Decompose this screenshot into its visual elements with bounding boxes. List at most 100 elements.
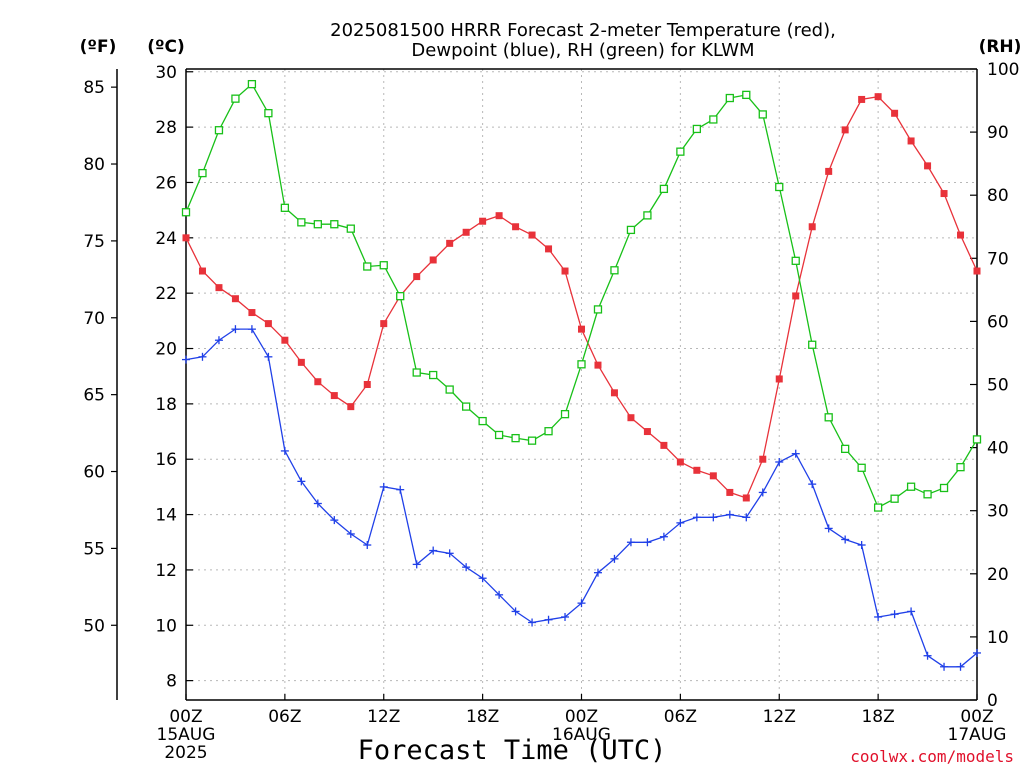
- rh-point: [264, 109, 273, 118]
- dewpoint-point: [692, 513, 701, 522]
- temperature-point: [363, 381, 371, 388]
- rh-tick-label: 10: [987, 628, 1009, 648]
- series-rh: [181, 79, 982, 512]
- rh-point: [560, 410, 570, 419]
- temperature-point: [512, 223, 520, 231]
- rh-point: [873, 503, 883, 512]
- celsius-tick-label: 8: [166, 672, 177, 692]
- dewpoint-point: [330, 516, 339, 525]
- temperature-point: [330, 392, 338, 400]
- dewpoint-point: [528, 618, 537, 627]
- celsius-unit-label: (ºC): [147, 37, 185, 57]
- dewpoint-point: [725, 510, 734, 519]
- celsius-tick-label: 28: [155, 118, 177, 138]
- dewpoint-point: [742, 513, 751, 522]
- rh-point: [313, 220, 322, 229]
- rh-point: [906, 482, 916, 491]
- series-dewpoint: [182, 325, 981, 671]
- dewpoint-point: [561, 612, 570, 621]
- rh-tick-label: 70: [987, 249, 1009, 269]
- fahrenheit-unit-label: (ºF): [80, 37, 117, 57]
- celsius-tick-label: 10: [155, 616, 177, 636]
- temperature-point: [578, 325, 585, 333]
- rh-point: [659, 184, 669, 194]
- rh-point: [544, 427, 553, 436]
- dewpoint-point: [478, 574, 487, 583]
- dewpoint-point: [264, 352, 273, 361]
- rh-tick-label: 60: [987, 312, 1009, 332]
- x-tick-label: 00Z: [960, 707, 993, 727]
- x-tick-label: 17AUG: [948, 725, 1007, 745]
- rh-tick-label: 50: [987, 376, 1009, 396]
- x-tick-label: 15AUG: [157, 725, 216, 745]
- celsius-tick-label: 18: [155, 395, 177, 415]
- temperature-point: [643, 428, 651, 436]
- x-tick-label: 16AUG: [552, 725, 611, 745]
- rh-point: [511, 433, 520, 443]
- x-tick-label: 00Z: [169, 707, 202, 727]
- temperature-point: [957, 231, 965, 239]
- dewpoint-point: [659, 532, 668, 541]
- temperature-point: [858, 95, 866, 103]
- dewpoint-point: [610, 554, 619, 563]
- dewpoint-point: [956, 662, 965, 671]
- temperature-point: [446, 239, 454, 247]
- credit-label: coolwx.com/models: [850, 747, 1014, 766]
- temperature-point: [808, 223, 816, 231]
- temperature-point: [380, 320, 388, 328]
- x-tick-label: 12Z: [763, 707, 796, 727]
- rh-point: [775, 182, 784, 192]
- temperature-point: [231, 295, 239, 303]
- dewpoint-point: [363, 541, 372, 550]
- temperature-point: [182, 234, 190, 242]
- dewpoint-point: [874, 612, 883, 621]
- temperature-point: [413, 273, 421, 281]
- rh-point: [280, 203, 290, 212]
- rh-point: [379, 261, 388, 270]
- rh-tick-label: 0: [987, 691, 998, 711]
- rh-point: [231, 94, 240, 103]
- dewpoint-point: [214, 336, 223, 345]
- temperature-point: [479, 217, 487, 225]
- rh-unit-label: (RH): [979, 37, 1022, 57]
- rh-point: [478, 416, 487, 426]
- temperature-point: [709, 472, 717, 480]
- rh-point: [346, 224, 355, 233]
- temperature-point: [248, 309, 256, 317]
- dewpoint-point: [231, 325, 240, 334]
- dewpoint-point: [676, 518, 685, 527]
- dewpoint-point: [198, 352, 207, 361]
- rh-point: [198, 168, 207, 178]
- rh-point: [247, 79, 257, 89]
- dewpoint-point: [396, 485, 405, 494]
- dewpoint-point: [429, 546, 438, 555]
- fahrenheit-tick-label: 55: [83, 539, 105, 559]
- rh-point: [725, 93, 734, 103]
- temperature-point: [742, 494, 750, 502]
- temperature-point: [924, 162, 932, 170]
- temperature-point: [281, 336, 289, 344]
- dewpoint-point: [412, 560, 421, 569]
- temperature-point: [891, 109, 899, 117]
- celsius-tick-label: 30: [155, 63, 177, 83]
- temperature-point: [545, 245, 553, 253]
- x-tick-label: 06Z: [268, 707, 301, 727]
- dewpoint-point: [379, 482, 388, 491]
- rh-point: [709, 115, 718, 124]
- celsius-tick-label: 24: [155, 229, 177, 249]
- temperature-point: [610, 389, 618, 397]
- temperature-point: [693, 466, 701, 474]
- rh-point: [890, 494, 899, 503]
- temperature-point: [215, 284, 223, 292]
- dewpoint-point: [890, 610, 899, 619]
- rh-point: [396, 292, 405, 301]
- dewpoint-point: [857, 541, 866, 550]
- temperature-point: [907, 137, 915, 145]
- celsius-tick-label: 26: [155, 173, 177, 193]
- rh-tick-label: 30: [987, 502, 1009, 522]
- dewpoint-point: [495, 590, 504, 599]
- temperature-point: [726, 488, 734, 496]
- rh-point: [445, 385, 454, 394]
- fahrenheit-tick-label: 70: [83, 309, 105, 329]
